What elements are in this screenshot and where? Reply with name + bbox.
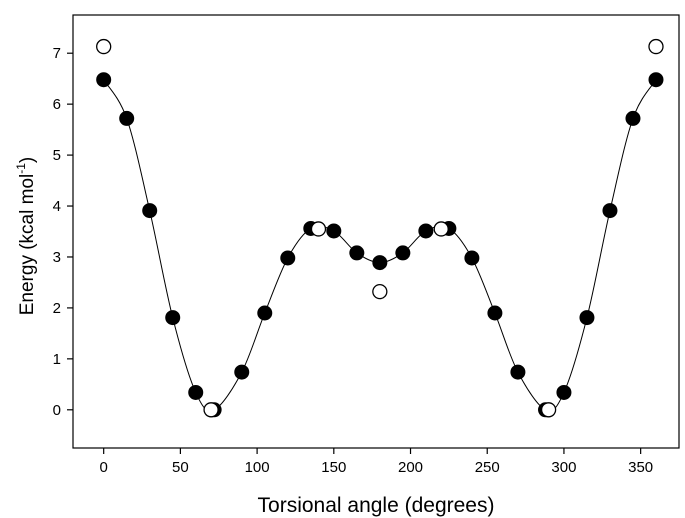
- y-tick-label: 5: [53, 147, 61, 164]
- y-axis-title: Energy (kcal mol-1): [14, 157, 38, 316]
- filled-point: [556, 384, 572, 400]
- filled-point: [510, 364, 526, 380]
- filled-point: [625, 110, 641, 126]
- open-point: [433, 221, 449, 237]
- y-tick-label: 3: [53, 249, 61, 266]
- x-axis-ticks: 0 50 100 150 200 250 300 350: [100, 448, 653, 476]
- x-tick-label: 200: [398, 459, 423, 476]
- open-point: [310, 221, 327, 237]
- open-point: [96, 38, 112, 55]
- open-point: [648, 38, 664, 55]
- x-tick-label: 150: [321, 459, 346, 476]
- filled-point: [648, 72, 664, 88]
- fit-curve: [103, 79, 657, 412]
- filled-point: [165, 310, 181, 326]
- y-axis-title-close: ): [17, 157, 38, 163]
- filled-point: [280, 250, 296, 266]
- x-tick-label: 350: [628, 459, 653, 476]
- filled-point: [234, 364, 250, 380]
- y-axis-title-superscript: -1: [14, 163, 28, 174]
- filled-point: [188, 384, 204, 400]
- x-tick-label: 0: [100, 459, 108, 476]
- y-tick-label: 7: [53, 45, 61, 62]
- x-tick-label: 250: [475, 459, 500, 476]
- y-tick-label: 4: [53, 198, 61, 215]
- open-point: [540, 402, 557, 418]
- y-tick-label: 1: [53, 351, 61, 368]
- filled-point: [464, 250, 480, 266]
- y-tick-label: 0: [53, 402, 61, 419]
- filled-point: [349, 245, 365, 261]
- filled-point: [142, 203, 158, 219]
- y-axis-ticks: 0 1 2 3 4 5 6 7: [53, 45, 73, 419]
- open-points-series: [96, 38, 664, 418]
- filled-point: [487, 305, 503, 321]
- filled-point: [119, 110, 135, 126]
- plot-frame: [72, 14, 680, 449]
- open-point: [203, 402, 219, 418]
- x-tick-label: 50: [172, 459, 189, 476]
- y-tick-label: 6: [53, 96, 61, 113]
- filled-point: [602, 203, 618, 219]
- filled-point: [326, 223, 342, 239]
- filled-point: [372, 255, 388, 271]
- filled-point: [418, 223, 434, 239]
- filled-point: [257, 305, 273, 321]
- x-axis-title: Torsional angle (degrees): [258, 494, 495, 517]
- filled-point: [579, 310, 595, 326]
- x-tick-label: 100: [245, 459, 270, 476]
- filled-point: [96, 72, 112, 88]
- x-tick-label: 300: [551, 459, 576, 476]
- y-axis-title-main: Energy (kcal mol: [17, 174, 38, 316]
- y-tick-label: 2: [53, 300, 61, 317]
- open-point: [372, 283, 388, 300]
- filled-point: [395, 245, 411, 261]
- filled-points-series: [96, 72, 664, 418]
